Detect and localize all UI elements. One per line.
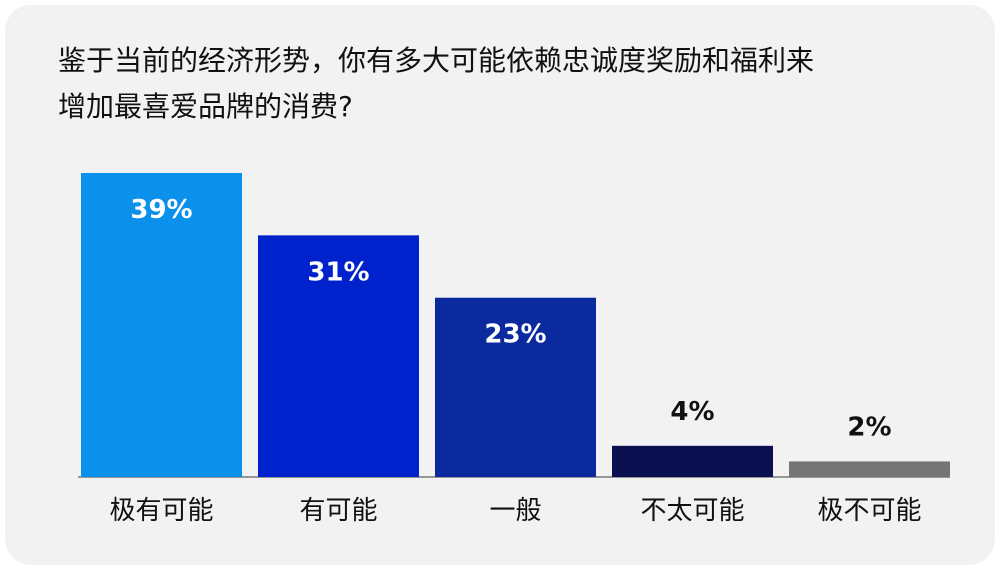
category-label-3: 一般 [489, 496, 541, 526]
category-label-5: 极不可能 [817, 496, 921, 526]
category-label-1: 极有可能 [109, 496, 213, 526]
value-label-4: 4% [670, 397, 714, 427]
value-labels-group: 39% 31% 23% 4% 2% [130, 195, 891, 442]
category-labels-group: 极有可能 有可能 一般 不太可能 极不可能 [109, 496, 921, 526]
bar-4 [612, 445, 773, 477]
value-label-3: 23% [484, 320, 546, 350]
chart-title: 鉴于当前的经济形势，你有多大可能依赖忠诚度奖励和福利来 增加最喜爱品牌的消费? [58, 38, 958, 130]
bar-5 [789, 461, 950, 477]
bar-3 [435, 297, 596, 477]
bar-1 [81, 173, 242, 477]
value-label-5: 2% [847, 412, 891, 442]
category-label-2: 有可能 [299, 496, 377, 526]
category-label-4: 不太可能 [640, 496, 744, 526]
value-label-2: 31% [307, 257, 369, 287]
bar-2 [258, 235, 419, 477]
chart-title-line-1: 鉴于当前的经济形势，你有多大可能依赖忠诚度奖励和福利来 [58, 44, 815, 77]
chart-title-line-2: 增加最喜爱品牌的消费? [58, 90, 353, 123]
bars-group [81, 173, 950, 477]
value-label-1: 39% [130, 195, 192, 225]
